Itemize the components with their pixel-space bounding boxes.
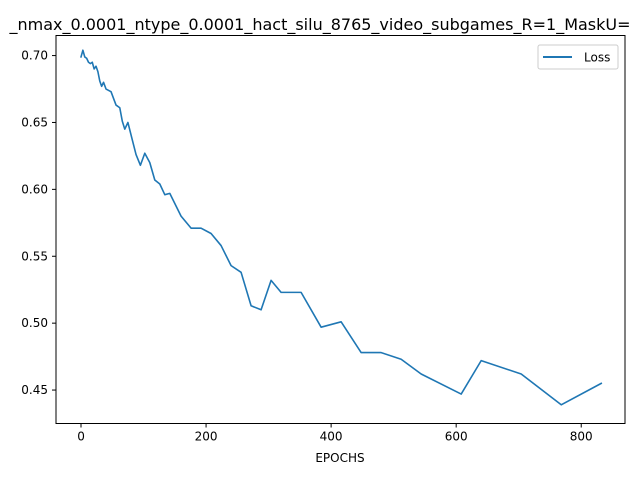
y-axis-ticks: 0.45 0.50 0.55 0.60 0.65 0.70	[21, 49, 56, 397]
y-tick-label: 0.45	[21, 383, 48, 397]
chart-title: _nmax_0.0001_ntype_0.0001_hact_silu_8765…	[8, 15, 630, 35]
x-tick-label: 800	[570, 430, 593, 444]
y-tick-label: 0.50	[21, 316, 48, 330]
x-tick-label: 0	[77, 430, 85, 444]
x-tick-label: 200	[195, 430, 218, 444]
y-tick-label: 0.65	[21, 115, 48, 129]
y-tick-label: 0.55	[21, 249, 48, 263]
plot-area	[55, 35, 626, 424]
legend-label-loss: Loss	[584, 51, 610, 65]
y-tick-label: 0.70	[21, 49, 48, 63]
legend-box	[537, 44, 619, 70]
x-axis-label: EPOCHS	[315, 451, 364, 465]
series-line-loss	[80, 49, 603, 406]
y-tick-label: 0.60	[21, 182, 48, 196]
x-tick-label: 400	[320, 430, 343, 444]
x-axis-ticks: 0 200 400 600 800	[77, 423, 593, 444]
legend: Loss	[537, 44, 619, 70]
plot-frame	[55, 35, 626, 424]
x-tick-label: 600	[445, 430, 468, 444]
